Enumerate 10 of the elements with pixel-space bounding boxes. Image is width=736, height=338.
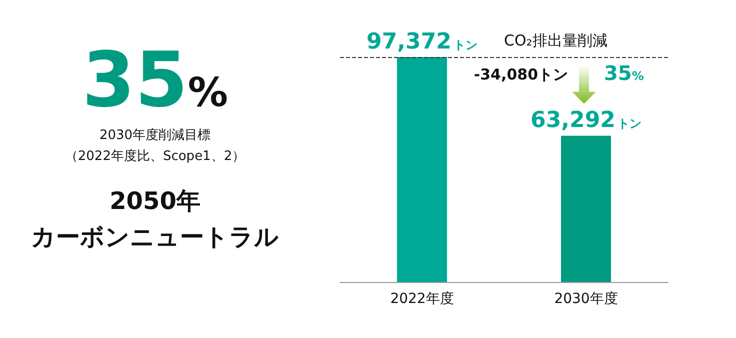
annotation: 35% xyxy=(604,61,644,85)
text: カーボンニュートラル xyxy=(30,222,280,253)
x-tick-label: 2030年度 xyxy=(554,291,618,307)
text: 35% xyxy=(82,35,228,124)
text: CO₂排出量削減 xyxy=(504,32,608,50)
annotation: -34,080トン xyxy=(474,66,568,84)
text: 2050年 xyxy=(108,186,202,217)
text: （2022年度比、Scope1、2） xyxy=(64,148,246,165)
text: 2030年度削減目標 xyxy=(98,127,212,144)
x-tick-label: 2022年度 xyxy=(390,291,454,307)
